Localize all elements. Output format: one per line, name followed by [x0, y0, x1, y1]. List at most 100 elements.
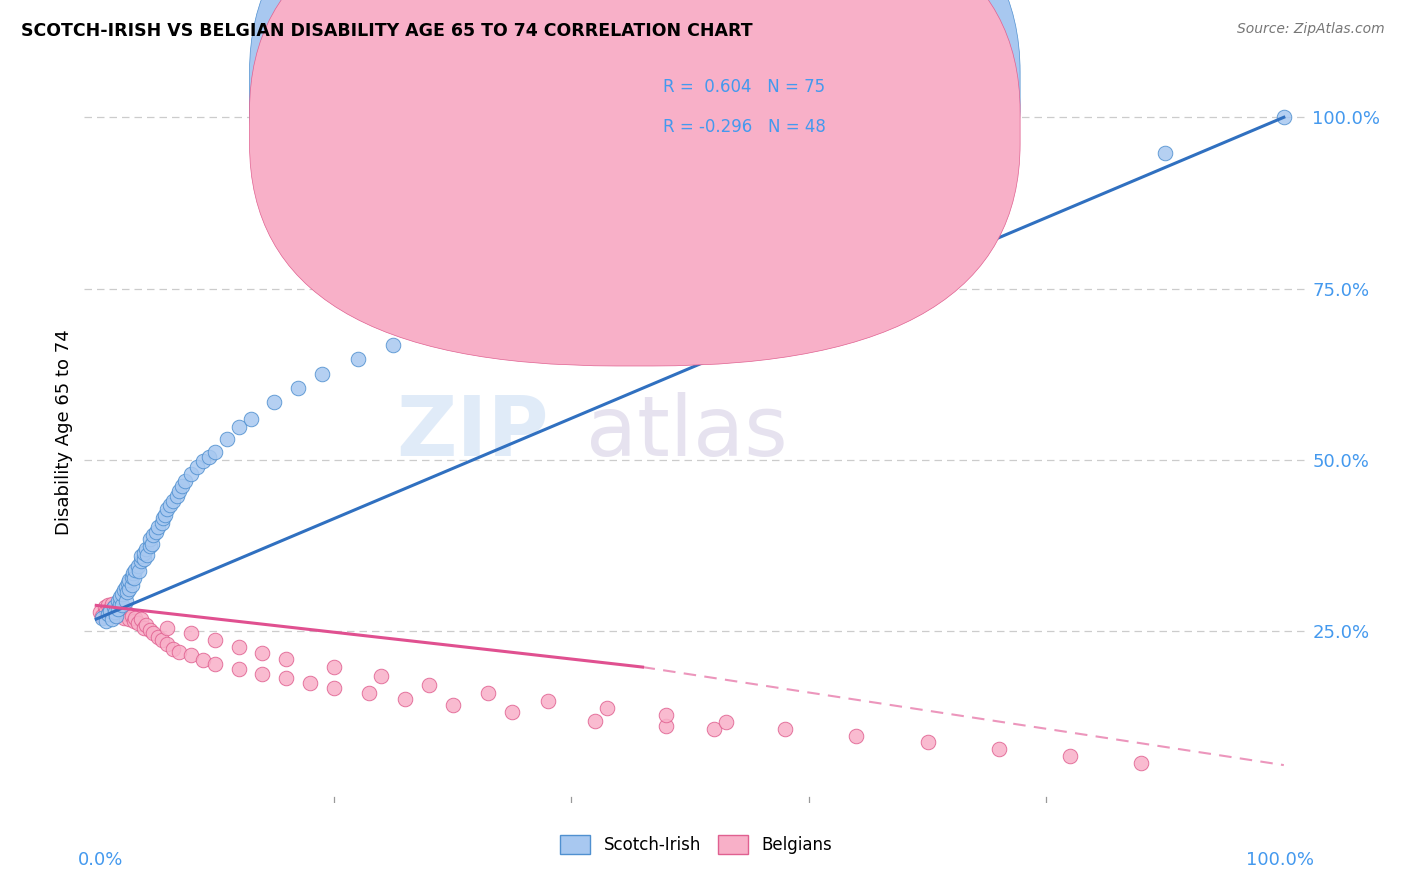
Point [162, 641, 184, 656]
Point [146, 630, 169, 644]
Point [145, 524, 167, 539]
Point [117, 576, 139, 591]
Point [263, 394, 285, 409]
Point [276, 652, 298, 666]
Point [607, 110, 630, 124]
Point [108, 607, 131, 622]
Point [773, 206, 796, 220]
Point [127, 559, 149, 574]
Point [322, 660, 344, 674]
Point [141, 536, 163, 550]
Point [111, 587, 134, 601]
Point [856, 187, 879, 202]
Point [108, 599, 131, 613]
Point [228, 420, 250, 434]
Point [228, 662, 250, 676]
Point [578, 110, 600, 124]
Point [180, 467, 202, 481]
Point [156, 637, 179, 651]
Point [146, 520, 169, 534]
Point [103, 605, 125, 619]
Point [112, 583, 135, 598]
Point [115, 580, 138, 594]
Point [104, 605, 127, 619]
Point [111, 599, 134, 613]
Point [118, 612, 141, 626]
Point [418, 678, 440, 692]
Point [298, 676, 321, 690]
Point [252, 646, 274, 660]
Point [204, 632, 226, 647]
FancyBboxPatch shape [249, 0, 1021, 326]
Point [703, 722, 725, 736]
Point [346, 351, 368, 366]
Point [1154, 145, 1177, 160]
Point [596, 701, 619, 715]
Point [118, 582, 141, 596]
Text: Source: ZipAtlas.com: Source: ZipAtlas.com [1237, 22, 1385, 37]
Point [100, 597, 122, 611]
Point [100, 612, 122, 626]
Point [107, 602, 129, 616]
Point [191, 454, 214, 468]
Point [436, 110, 458, 124]
Point [138, 623, 160, 637]
Point [115, 593, 138, 607]
Point [115, 607, 138, 622]
Point [115, 605, 138, 619]
Text: ZIP: ZIP [396, 392, 550, 473]
Point [121, 578, 143, 592]
Point [122, 571, 145, 585]
Point [340, 234, 363, 248]
Point [228, 640, 250, 654]
Point [150, 632, 173, 647]
Legend: Scotch-Irish, Belgians: Scotch-Irish, Belgians [554, 829, 838, 861]
Point [103, 600, 125, 615]
Point [138, 532, 160, 546]
Point [174, 474, 197, 488]
Point [191, 653, 214, 667]
Point [370, 669, 392, 683]
Point [115, 584, 138, 599]
Point [703, 223, 725, 237]
Point [501, 110, 523, 124]
Point [536, 280, 558, 294]
Point [103, 600, 125, 615]
Point [118, 573, 141, 587]
Point [239, 412, 262, 426]
Point [142, 625, 165, 640]
Text: 0.0%: 0.0% [79, 851, 124, 869]
Text: R =  0.604   N = 75: R = 0.604 N = 75 [664, 78, 825, 95]
Point [121, 609, 143, 624]
Point [127, 616, 149, 631]
Text: atlas: atlas [586, 392, 787, 473]
FancyBboxPatch shape [598, 62, 898, 155]
Point [135, 542, 157, 557]
Text: R = -0.296   N = 48: R = -0.296 N = 48 [664, 118, 825, 136]
Point [136, 548, 159, 562]
Point [132, 552, 155, 566]
Text: SCOTCH-IRISH VS BELGIAN DISABILITY AGE 65 TO 74 CORRELATION CHART: SCOTCH-IRISH VS BELGIAN DISABILITY AGE 6… [21, 22, 752, 40]
Point [204, 445, 226, 459]
Point [135, 617, 157, 632]
Point [105, 609, 128, 624]
Point [359, 686, 381, 700]
Point [655, 708, 678, 723]
Point [108, 597, 131, 611]
Point [394, 691, 416, 706]
Point [917, 735, 939, 749]
Point [93, 600, 115, 615]
Point [198, 450, 221, 464]
Point [162, 494, 184, 508]
Point [465, 308, 488, 322]
Point [655, 719, 678, 733]
Point [441, 698, 464, 713]
Point [1130, 756, 1153, 770]
Point [91, 609, 114, 624]
Point [107, 593, 129, 607]
Point [124, 563, 146, 577]
Point [132, 545, 155, 559]
Point [159, 498, 181, 512]
Point [150, 516, 173, 530]
Point [987, 742, 1010, 756]
